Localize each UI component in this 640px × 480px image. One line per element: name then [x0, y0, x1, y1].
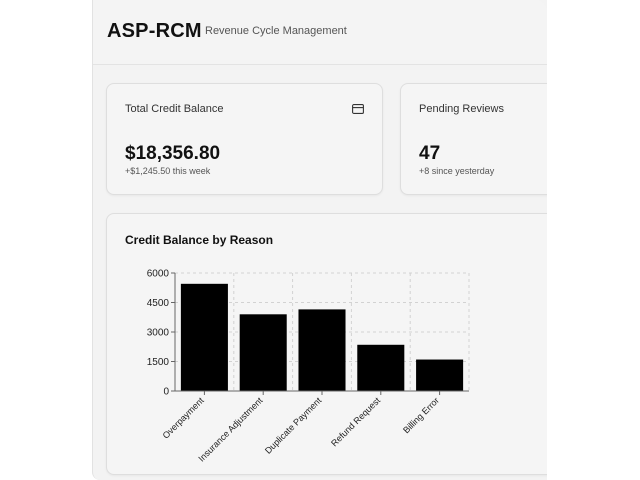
x-tick-label: Billing Error: [401, 395, 441, 435]
y-tick-label: 4500: [147, 298, 170, 309]
total-credit-change: +$1,245.50 this week: [125, 166, 211, 176]
x-tick-label: Insurance Adjustment: [196, 395, 265, 464]
credit-by-reason-card: Credit Balance by Reason 0 1500 3000 4500 60…: [106, 213, 547, 475]
app-subtitle: Revenue Cycle Management: [205, 25, 347, 37]
y-tick-label: 1500: [147, 357, 170, 368]
y-tick-label: 3000: [147, 328, 170, 339]
pending-reviews-card: Pending Reviews 47 +8 since yesterday: [400, 83, 547, 195]
credit-card-icon: [352, 104, 364, 114]
bar-insurance-adjustment[interactable]: [239, 314, 287, 391]
bar-duplicate-payment[interactable]: [298, 309, 346, 391]
bar-overpayment[interactable]: [180, 283, 228, 391]
top-bar: ASP-RCM Revenue Cycle Management: [93, 0, 547, 65]
card-label: Total Credit Balance: [125, 103, 224, 115]
chart-title: Credit Balance by Reason: [125, 233, 274, 247]
pending-reviews-change: +8 since yesterday: [419, 166, 495, 176]
app-window: ASP-RCM Revenue Cycle Management Total C…: [92, 0, 547, 480]
y-tick-label: 0: [163, 387, 169, 398]
x-tick-label: Duplicate Payment: [263, 395, 324, 456]
total-credit-card: Total Credit Balance $18,356.80 +$1,245.…: [106, 83, 383, 195]
app-logo-title[interactable]: ASP-RCM: [107, 20, 202, 42]
card-label: Pending Reviews: [419, 103, 504, 115]
bar-refund-request[interactable]: [357, 344, 405, 391]
total-credit-value: $18,356.80: [125, 143, 221, 164]
pending-reviews-value: 47: [419, 143, 441, 164]
x-tick-label: Refund Request: [329, 395, 382, 448]
bar-billing-error[interactable]: [416, 359, 464, 391]
x-tick-label: Overpayment: [161, 395, 207, 441]
y-tick-label: 6000: [147, 269, 170, 280]
